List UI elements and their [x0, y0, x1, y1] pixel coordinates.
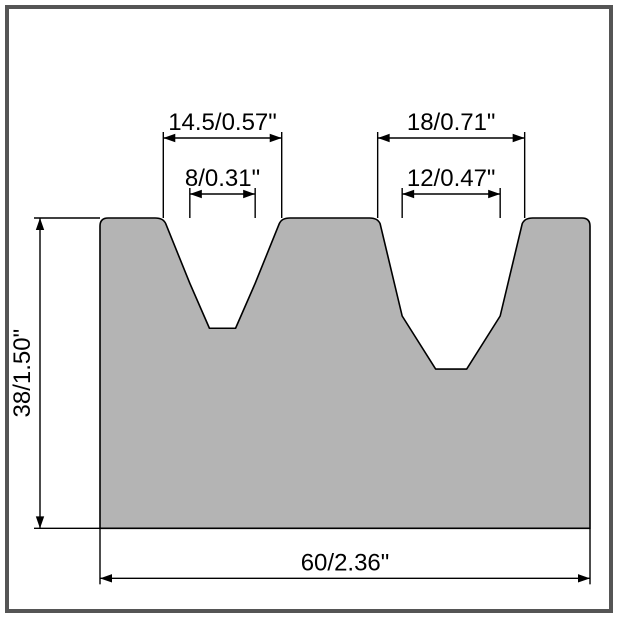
dim-arrow — [513, 134, 525, 142]
dim-g1-open-label: 8/0.31" — [185, 165, 260, 192]
dim-g2-open-label: 12/0.47" — [407, 165, 496, 192]
die-profile — [100, 218, 590, 528]
dim-arrow — [578, 574, 590, 582]
dim-width-label: 60/2.36" — [301, 549, 390, 576]
dim-g2-full-label: 18/0.71" — [407, 109, 496, 136]
dim-arrow — [100, 574, 112, 582]
dim-g1-full-label: 14.5/0.57" — [168, 109, 277, 136]
dim-arrow — [378, 134, 390, 142]
dim-arrow — [36, 218, 44, 230]
dim-height-label: 38/1.50" — [9, 329, 36, 418]
dim-arrow — [36, 516, 44, 528]
